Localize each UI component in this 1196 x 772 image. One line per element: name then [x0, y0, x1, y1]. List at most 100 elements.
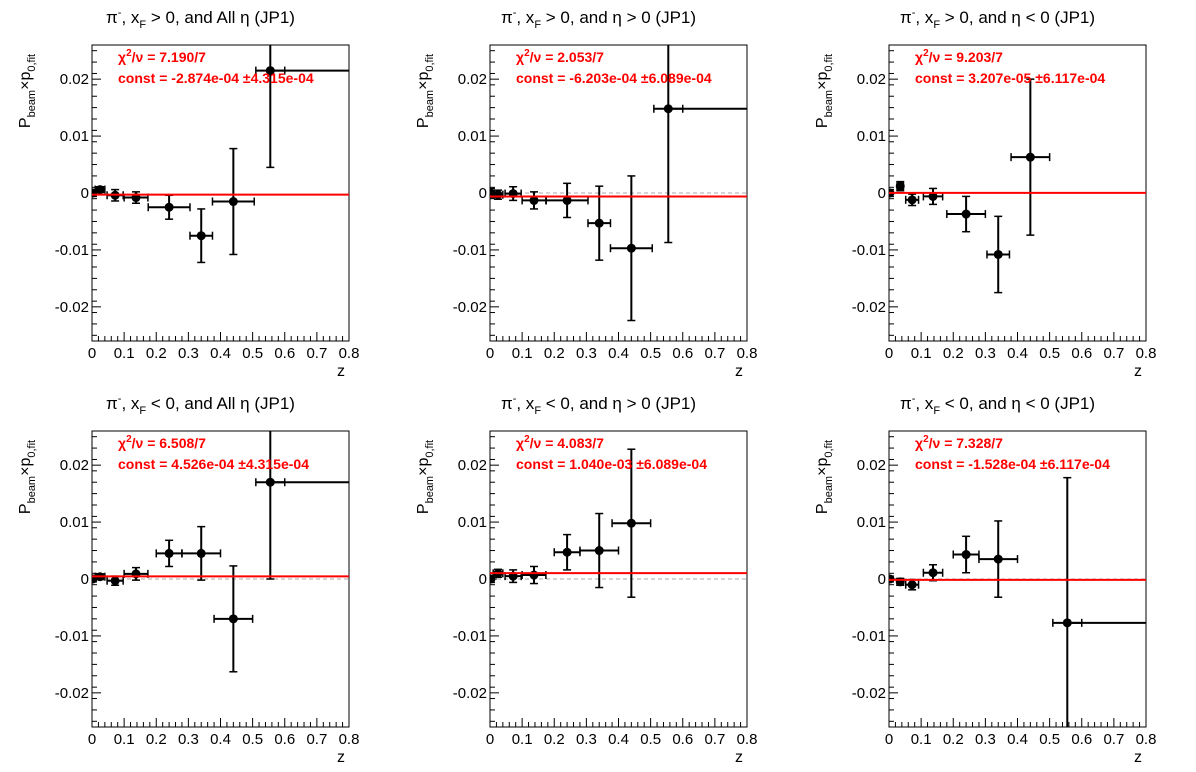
x-axis-label: z	[337, 363, 345, 380]
y-axis-label-sub: beam	[424, 90, 436, 118]
y-tick-label: 0.02	[857, 71, 886, 88]
x-axis-label: z	[735, 363, 743, 380]
data-point	[928, 191, 938, 201]
data-point	[164, 548, 174, 558]
y-tick-label: 0	[878, 571, 886, 588]
x-tick-label: 0.7	[306, 345, 327, 362]
chart-panel-4: π-, xF < 0, and All η (JP1) 0 0.1 0.2 0.3 0.4…	[17, 393, 359, 766]
chart-title-text: > 0, and η < 0 (JP1)	[940, 8, 1095, 27]
y-axis-label-sub: 0,fit	[424, 440, 436, 458]
y-axis-label-sub: beam	[823, 90, 835, 118]
chart-title-text: , x	[121, 8, 139, 27]
data-point	[562, 195, 572, 205]
x-tick-label: 0.8	[339, 345, 360, 362]
chart-title-text: π	[106, 394, 118, 413]
x-tick-label: 0.8	[737, 345, 758, 362]
y-tick-label: -0.02	[55, 299, 89, 316]
y-tick-label: -0.02	[852, 685, 886, 702]
fit-const-text: const = -1.528e-04 ±6.117e-04	[915, 456, 1110, 472]
y-tick-label: -0.01	[852, 628, 886, 645]
y-axis-label: Pbeam×p0,fit	[814, 440, 835, 514]
x-tick-label: 0	[486, 345, 494, 362]
x-tick-label: 0.3	[178, 345, 199, 362]
chart-panel-2: π-, xF > 0, and η > 0 (JP1) 0 0.1 0.2 0.3 0.4…	[415, 7, 758, 380]
y-axis-label-sub: 0,fit	[823, 440, 835, 458]
fit-const-text: const = 4.526e-04 ±4.315e-04	[118, 456, 309, 472]
data-point-group	[946, 195, 987, 233]
x-tick-label: 0.1	[512, 731, 533, 748]
data-point-group	[123, 191, 149, 204]
fit-chi2-sup: 2	[524, 48, 530, 59]
x-tick-label: 0	[885, 731, 893, 748]
fit-chi2-text: χ2/ν = 6.508/7	[118, 434, 206, 451]
data-point-group	[211, 147, 255, 256]
chart-title-sup: -	[118, 7, 122, 19]
y-tick-label: 0.02	[857, 457, 886, 474]
fit-const-text: const = -2.874e-04 ±4.315e-04	[118, 70, 314, 86]
x-tick-label: 0	[88, 345, 96, 362]
y-tick-label: -0.02	[852, 299, 886, 316]
data-point	[110, 576, 120, 586]
x-tick-label: 0.2	[146, 731, 167, 748]
chart-title-sup: -	[513, 7, 517, 19]
data-point-group	[952, 535, 980, 574]
y-axis-label-sub: 0,fit	[26, 54, 38, 72]
x-tick-label: 0.4	[608, 345, 629, 362]
data-point	[1025, 152, 1035, 162]
y-tick-label: 0.02	[60, 71, 89, 88]
data-point-group	[490, 574, 496, 584]
fit-chi2-part: /ν = 7.190/7	[132, 49, 207, 65]
x-tick-label: 0.5	[1039, 345, 1060, 362]
data-point	[529, 195, 539, 205]
data-point-group	[1010, 78, 1051, 236]
data-point-group	[553, 533, 581, 571]
data-layer	[92, 45, 349, 264]
y-axis-label-sub: beam	[823, 476, 835, 504]
data-point-group	[904, 578, 920, 591]
chart-title-text: , x	[516, 394, 534, 413]
y-axis-label-text: ×p	[17, 458, 34, 476]
chart-title-text: π	[501, 8, 513, 27]
x-tick-label: 0.3	[576, 345, 597, 362]
y-axis-label-sub: 0,fit	[424, 54, 436, 72]
x-tick-label: 0.4	[1007, 731, 1028, 748]
x-tick-label: 0.4	[1007, 345, 1028, 362]
chart-title-sub: F	[933, 405, 940, 417]
fit-chi2-part: /ν = 7.328/7	[929, 435, 1004, 451]
y-axis-label-sub: 0,fit	[26, 440, 38, 458]
data-point-group	[986, 215, 1011, 294]
chart-panel-1: π-, xF > 0, and All η (JP1) 0 0.1 0.2 0.3 0.4…	[17, 7, 360, 380]
y-tick-label: -0.01	[852, 242, 886, 259]
data-point-group	[504, 569, 522, 584]
y-axis-label-text: ×p	[814, 72, 831, 90]
fit-chi2-sup: 2	[126, 434, 132, 445]
data-point	[562, 547, 572, 557]
chart-title: π-, xF < 0, and η > 0 (JP1)	[501, 393, 696, 417]
y-tick-label: -0.02	[453, 685, 487, 702]
x-tick-label: 0.1	[512, 345, 533, 362]
data-point-group	[521, 191, 547, 210]
chart-title-text: π	[106, 8, 118, 27]
chart-title-sup: -	[513, 393, 517, 405]
y-axis-label-sub: beam	[26, 476, 38, 504]
y-axis-label-text: P	[415, 117, 432, 128]
x-tick-label: 0.8	[1136, 345, 1157, 362]
data-point-group	[147, 194, 191, 220]
y-axis-label-text: P	[814, 503, 831, 514]
fit-chi2-sup: 2	[524, 434, 530, 445]
data-point	[196, 231, 206, 241]
chart-title: π-, xF < 0, and η < 0 (JP1)	[900, 393, 1095, 417]
data-point-group	[155, 539, 183, 568]
x-tick-label: 0.6	[1071, 345, 1092, 362]
y-tick-label: 0	[878, 185, 886, 202]
x-tick-label: 0.6	[1071, 731, 1092, 748]
fit-chi2-part: χ	[915, 49, 923, 65]
data-point	[626, 518, 636, 528]
chart-title-sub: F	[139, 405, 146, 417]
data-point-group	[587, 185, 612, 261]
x-tick-label: 0.7	[306, 731, 327, 748]
fit-const-text: const = -6.203e-04 ±6.089e-04	[516, 70, 712, 86]
fit-chi2-part: χ	[516, 49, 524, 65]
chart-title-sub: F	[139, 19, 146, 31]
